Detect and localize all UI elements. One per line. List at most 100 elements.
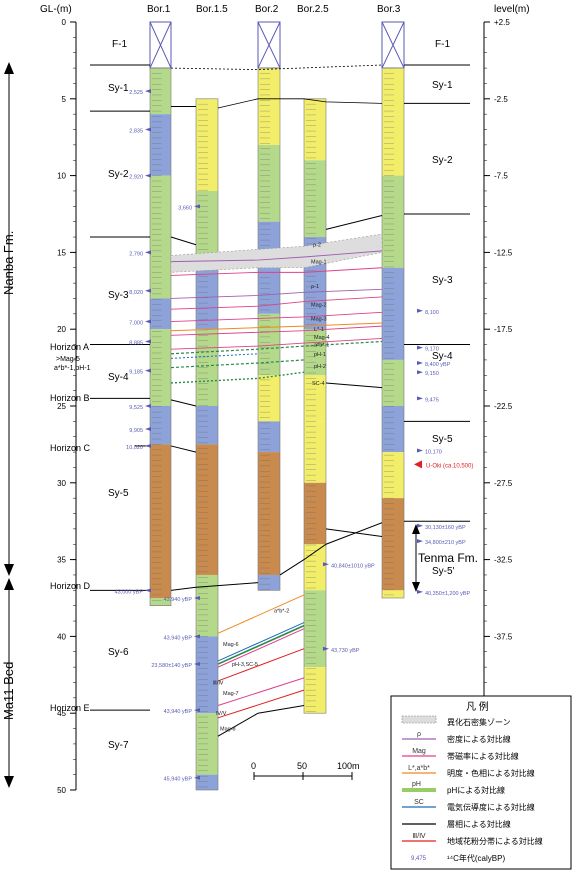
left-axis: GL-(m) 0 5 10 15 20 25 30 35 40 45 50: [40, 4, 77, 795]
horizon-a-sub1: >Mag-5: [56, 356, 80, 363]
legend-symbol: Mag: [412, 748, 426, 755]
right-tick-label: -12.5: [494, 248, 513, 257]
horizon-a-sub2: a*b*-1,pH-1: [54, 365, 91, 372]
lithology-segment: [304, 544, 326, 591]
lithology-segment: [258, 144, 280, 222]
lithology-segment: [304, 421, 326, 483]
unit-sy4-left: Sy-4: [108, 372, 129, 383]
lithology-segment: [304, 375, 326, 422]
borehole-column-b2: [257, 21, 281, 591]
age-arrow: [145, 89, 151, 94]
age-arrow: [417, 539, 423, 544]
unit-sy3-right: Sy-3: [432, 275, 453, 286]
corr-label-0: ρ-2: [313, 243, 321, 249]
age-arrow: [323, 562, 329, 567]
tenma-formation: Tenma Fm.: [412, 524, 478, 592]
age-bor25-0: 40,840±1010 yBP: [331, 563, 375, 569]
corr-label-17: Mag-8: [220, 727, 236, 733]
legend-item-7: Ⅲ/Ⅳ 地域花粉分帯による対比線: [402, 833, 543, 846]
corr-label-9: pH-2: [314, 364, 326, 370]
lithology-segment: [382, 590, 404, 598]
right-tick-label: -2.5: [494, 95, 508, 104]
lithology-segment: [150, 598, 171, 606]
borehole-header-3: Bor.3: [377, 4, 401, 15]
age-arrow: [145, 427, 151, 432]
ab-2-line: [217, 594, 305, 634]
age-bor15-4: 43,940 yBP: [164, 709, 193, 715]
horizon-a-label: Horizon A: [50, 342, 89, 352]
lithology-segment: [382, 68, 404, 115]
ph-1-line: [170, 340, 383, 355]
borehole-header-2: Bor.2: [255, 4, 279, 15]
age-arrow: [145, 319, 151, 324]
legend-text: ¹⁴C年代(calyBP): [447, 853, 505, 863]
age-bor1-5: 7,000: [129, 321, 143, 327]
unit-sy1-left: Sy-1: [108, 83, 129, 94]
borehole-outline: [257, 67, 281, 591]
horizon-d-label: Horizon D: [50, 581, 91, 591]
ph-2-line: [170, 359, 305, 369]
borehole-column-b25: [303, 98, 327, 714]
age-arrow: [145, 443, 151, 448]
age-bor3-8: 34,800±210 yBP: [425, 540, 466, 546]
age-arrow: [417, 523, 423, 528]
legend-text: 密度による対比線: [447, 734, 511, 744]
age-bor15-1: 43,940 yBP: [164, 597, 193, 603]
age-bor1-1: 2,835: [129, 129, 143, 135]
age-arrow: [417, 396, 423, 401]
sy2-corr-b: [325, 215, 383, 230]
lithology-segment: [150, 298, 171, 330]
corr-label-8: pH-1: [314, 352, 326, 358]
age-bor1-4: 8,020: [129, 290, 143, 296]
sc4-line: [325, 382, 383, 389]
unit-f1-right: F-1: [435, 39, 450, 50]
legend-title: 凡 例: [466, 700, 489, 713]
hc-corr: [170, 445, 197, 453]
legend: 凡 例 異化石密集ゾーン ρ 密度による対比線 Mag 帯磁率による対比線 L*,a*b*…: [390, 695, 572, 870]
lithology-segment: [196, 98, 218, 130]
age-bor1-6: 8,885: [129, 340, 143, 346]
lithology-segment: [258, 452, 280, 575]
unit-f1-left: F-1: [112, 39, 127, 50]
lithology-segment: [150, 406, 171, 445]
age-bor15-2: 43,940 yBP: [164, 635, 193, 641]
age-bor3-1: 9,170: [425, 347, 439, 353]
legend-text: pHによる対比線: [447, 785, 505, 795]
legend-text: 異化石密集ゾーン: [447, 717, 511, 727]
corr-label-16: Ⅳ/Ⅴ: [216, 711, 228, 717]
iv-v-line: [217, 689, 305, 719]
age-arrow: [323, 646, 329, 651]
left-tick-label: 5: [62, 95, 67, 104]
unit-sy2-left: Sy-2: [108, 169, 129, 180]
borehole-header-1: Bor.1: [147, 4, 171, 15]
age-arrow: [194, 634, 200, 639]
left-tick-label: 10: [57, 172, 66, 181]
unit-sy4-right: Sy-4: [432, 351, 453, 362]
borehole-column-b15: [195, 98, 219, 791]
left-tick-label: 30: [57, 479, 66, 488]
age-bor15-5: 45,940 yBP: [164, 777, 193, 783]
age-arrow: [145, 127, 151, 132]
borehole-column-b1: [149, 21, 172, 606]
age-arrow: [417, 370, 423, 375]
legend-item-8: 9,475 ¹⁴C年代(calyBP): [411, 853, 505, 863]
age-bor3-2: 8,400 yBP: [425, 362, 451, 368]
age-arrow: [417, 345, 423, 350]
e-corr: [217, 705, 305, 737]
rho-2-line: [170, 250, 383, 263]
left-tick-label: 40: [57, 632, 66, 641]
age-arrow: [417, 360, 423, 365]
lithology-segment: [258, 68, 280, 145]
lithology-segment: [196, 444, 218, 575]
mag-line-4: [170, 325, 383, 336]
legend-item-6: 層相による対比線: [402, 819, 511, 829]
legend-text: 地域花粉分帯による対比線: [447, 836, 543, 846]
lithology-segment: [382, 452, 404, 499]
age-bor3-7: 30,130±160 yBP: [425, 525, 466, 531]
lithology-segment: [196, 774, 218, 790]
mag-line-2: [170, 296, 383, 310]
lithology-segment: [382, 498, 404, 591]
lithology-segment: [382, 359, 404, 406]
legend-item-3: L*,a*b* 明度・色相による対比線: [402, 765, 535, 778]
mag-7-line: [217, 677, 305, 706]
